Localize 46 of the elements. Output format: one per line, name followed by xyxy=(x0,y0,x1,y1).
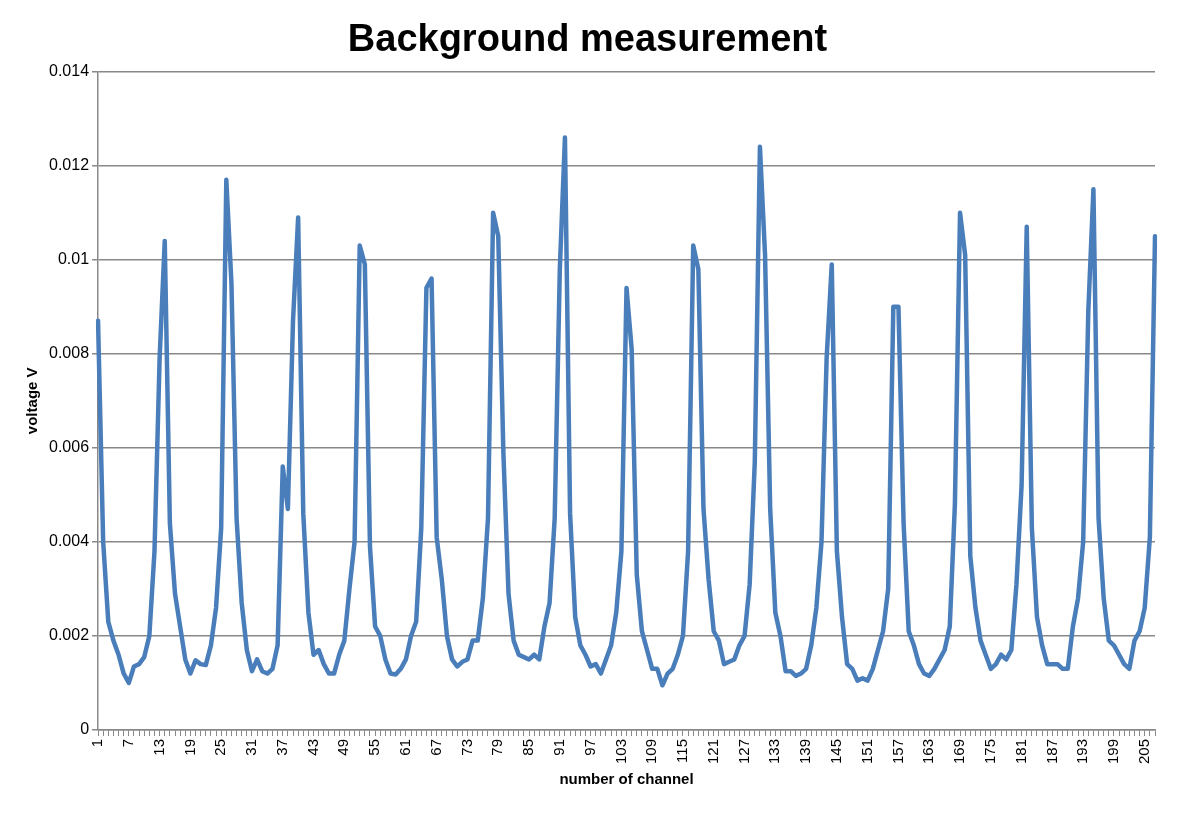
x-tick-label: 193 xyxy=(1073,738,1091,764)
x-tick-label: 145 xyxy=(827,738,845,764)
x-axis-title: number of channel xyxy=(559,770,694,788)
y-axis-title: voltage V xyxy=(23,367,41,435)
x-tick-label: 121 xyxy=(703,738,721,764)
x-tick-label: 187 xyxy=(1042,738,1060,764)
x-tick-label: 37 xyxy=(272,738,290,756)
x-tick-label: 163 xyxy=(919,738,937,764)
x-tick-label: 7 xyxy=(118,738,136,748)
x-tick-label: 103 xyxy=(611,738,629,764)
chart-title: Background measurement xyxy=(347,17,828,60)
x-tick-label: 31 xyxy=(242,738,260,756)
x-tick-label: 175 xyxy=(980,738,998,764)
x-tick-label: 61 xyxy=(396,738,414,756)
y-tick-label: 0.014 xyxy=(48,62,90,80)
x-tick-label: 73 xyxy=(457,738,475,756)
x-tick-label: 133 xyxy=(765,738,783,764)
x-tick-label: 205 xyxy=(1134,738,1152,764)
x-tick-label: 19 xyxy=(180,738,198,756)
x-tick-label: 25 xyxy=(211,738,229,756)
y-tick-label: 0.004 xyxy=(48,532,90,550)
y-tick-label: 0.01 xyxy=(57,250,90,268)
x-tick-label: 43 xyxy=(303,738,321,756)
x-tick-label: 91 xyxy=(549,738,567,756)
x-tick-label: 49 xyxy=(334,738,352,756)
x-tick-label: 157 xyxy=(888,738,906,764)
y-tick-label: 0.002 xyxy=(48,626,90,644)
x-tick-label: 181 xyxy=(1011,738,1029,764)
x-tick-label: 1 xyxy=(88,738,106,748)
x-tick-label: 55 xyxy=(365,738,383,756)
x-tick-label: 67 xyxy=(426,738,444,756)
x-tick-label: 85 xyxy=(519,738,537,756)
y-tick-label: 0.008 xyxy=(48,344,90,362)
x-tick-label: 139 xyxy=(796,738,814,764)
x-tick-label: 127 xyxy=(734,738,752,764)
y-tick-label: 0.006 xyxy=(48,438,90,456)
y-tick-label: 0.012 xyxy=(48,156,90,174)
x-tick-label: 79 xyxy=(488,738,506,756)
x-tick-label: 169 xyxy=(950,738,968,764)
x-tick-label: 151 xyxy=(857,738,875,764)
y-tick-label: 0 xyxy=(80,720,90,738)
x-tick-label: 115 xyxy=(673,738,691,763)
x-tick-label: 199 xyxy=(1104,738,1122,764)
x-tick-label: 13 xyxy=(149,738,167,756)
x-tick-label: 97 xyxy=(580,738,598,756)
x-tick-label: 109 xyxy=(642,738,660,764)
